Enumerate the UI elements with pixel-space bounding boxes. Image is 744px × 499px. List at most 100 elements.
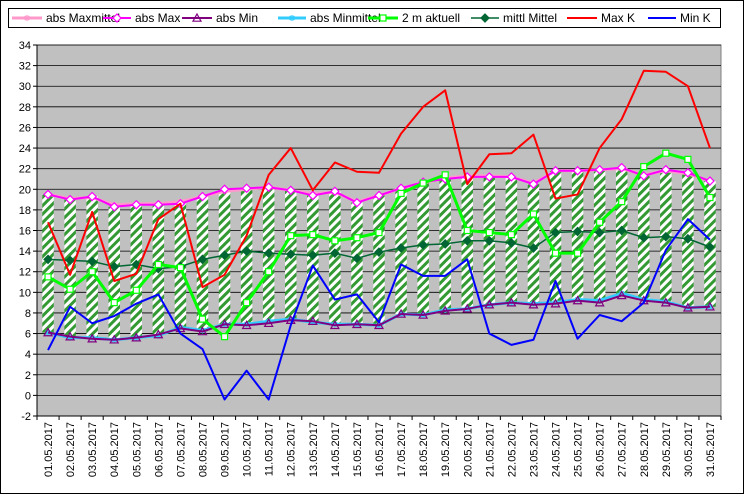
data-point-abs-max bbox=[65, 194, 75, 205]
data-point-abs-max bbox=[131, 199, 142, 210]
data-point-2-m-aktuell bbox=[353, 234, 361, 242]
x-tick-label: 21.05.2017 bbox=[484, 422, 496, 477]
data-point-mittl-mittel bbox=[197, 254, 208, 265]
data-point-mittl-mittel bbox=[307, 250, 318, 261]
legend-label-mittl-mittel: mittl Mittel bbox=[503, 11, 557, 25]
data-point-abs-minmittel bbox=[530, 300, 537, 307]
data-point-mittl-mittel bbox=[660, 231, 671, 242]
data-point-2-m-aktuell bbox=[618, 198, 626, 206]
y-tick-label: 28 bbox=[19, 102, 31, 114]
data-point-2-m-aktuell bbox=[397, 189, 405, 197]
data-point-abs-min bbox=[594, 297, 605, 307]
data-point-abs-max bbox=[330, 186, 340, 197]
x-tick-label: 29.05.2017 bbox=[661, 422, 673, 477]
x-tick-label: 05.05.2017 bbox=[131, 422, 143, 477]
data-point-2-m-aktuell bbox=[684, 155, 692, 163]
data-point-abs-max bbox=[660, 164, 671, 175]
x-tick-label: 31.05.2017 bbox=[705, 422, 717, 477]
data-point-mittl-mittel bbox=[87, 256, 98, 267]
data-point-mittl-mittel bbox=[330, 248, 340, 259]
data-point-abs-min bbox=[109, 334, 120, 344]
data-point-2-m-aktuell bbox=[110, 299, 118, 307]
data-point-mittl-mittel bbox=[572, 226, 583, 237]
data-point-abs-min bbox=[616, 290, 627, 300]
x-tick-label: 25.05.2017 bbox=[573, 422, 585, 477]
data-point-2-m-aktuell bbox=[44, 273, 52, 281]
y-tick-label: 30 bbox=[19, 81, 31, 93]
legend-marker-abs-maxmittel bbox=[24, 15, 30, 21]
data-point-mittl-mittel bbox=[109, 261, 120, 272]
data-point-mittl-mittel bbox=[241, 246, 252, 256]
legend-label-abs-min: abs Min bbox=[216, 11, 258, 25]
data-point-mittl-mittel bbox=[65, 255, 75, 266]
data-point-mittl-mittel bbox=[43, 254, 53, 265]
data-point-2-m-aktuell bbox=[441, 171, 449, 179]
range-bar bbox=[86, 196, 98, 339]
data-point-mittl-mittel bbox=[594, 227, 605, 238]
x-tick-label: 15.05.2017 bbox=[352, 422, 364, 477]
data-point-mittl-mittel bbox=[440, 239, 451, 249]
data-point-mittl-mittel bbox=[484, 235, 495, 246]
legend-marker-2-m-aktuell bbox=[379, 14, 387, 22]
data-point-mittl-mittel bbox=[705, 242, 715, 252]
x-tick-label: 27.05.2017 bbox=[617, 422, 629, 477]
x-tick-label: 16.05.2017 bbox=[374, 422, 386, 477]
data-point-abs-min bbox=[219, 319, 230, 329]
data-point-abs-max bbox=[263, 182, 274, 193]
data-point-2-m-aktuell bbox=[220, 333, 229, 341]
x-tick-label: 09.05.2017 bbox=[220, 422, 232, 477]
range-bar bbox=[64, 199, 76, 337]
data-point-2-m-aktuell bbox=[375, 228, 383, 237]
data-point-2-m-aktuell bbox=[485, 228, 493, 237]
data-point-abs-max bbox=[638, 171, 649, 181]
legend-label-abs-minmittel: abs Minmittel bbox=[310, 11, 381, 25]
data-point-abs-max bbox=[153, 199, 164, 210]
x-tick-label: 26.05.2017 bbox=[595, 422, 607, 477]
x-tick-label: 20.05.2017 bbox=[462, 422, 474, 477]
data-point-abs-minmittel bbox=[67, 334, 74, 341]
data-point-abs-min bbox=[506, 297, 517, 307]
data-point-abs-max bbox=[528, 179, 539, 189]
data-point-mittl-mittel bbox=[396, 243, 406, 253]
x-tick-label: 01.05.2017 bbox=[43, 422, 55, 477]
data-point-2-m-aktuell bbox=[507, 231, 515, 239]
data-point-abs-minmittel bbox=[618, 290, 625, 297]
data-point-2-m-aktuell bbox=[198, 315, 207, 323]
data-point-2-m-aktuell bbox=[176, 264, 185, 272]
data-point-mittl-mittel bbox=[528, 243, 539, 253]
data-point-abs-max bbox=[219, 184, 230, 195]
x-tick-label: 19.05.2017 bbox=[440, 422, 452, 477]
x-tick-label: 04.05.2017 bbox=[109, 422, 121, 477]
x-tick-label: 22.05.2017 bbox=[506, 422, 518, 477]
x-tick-label: 13.05.2017 bbox=[308, 422, 320, 477]
data-point-mittl-mittel bbox=[462, 235, 473, 246]
series-line-max-k bbox=[47, 69, 711, 289]
data-point-2-m-aktuell bbox=[551, 249, 560, 257]
y-tick-label: 6 bbox=[25, 329, 31, 341]
y-tick-label: -2 bbox=[21, 411, 31, 423]
data-point-abs-min bbox=[241, 320, 252, 330]
series-line-min-k bbox=[47, 218, 711, 401]
data-point-abs-min bbox=[572, 295, 583, 305]
data-point-abs-min bbox=[660, 297, 671, 307]
data-point-abs-min bbox=[263, 318, 274, 328]
y-tick-label: 34 bbox=[19, 40, 31, 52]
range-bar bbox=[108, 206, 120, 340]
y-tick-label: 0 bbox=[25, 390, 31, 402]
data-point-abs-max bbox=[506, 172, 517, 182]
data-point-abs-min bbox=[682, 302, 693, 312]
data-point-mittl-mittel bbox=[616, 225, 627, 236]
data-point-abs-max bbox=[87, 191, 98, 202]
data-point-abs-max bbox=[572, 165, 583, 176]
legend-marker-abs-max bbox=[112, 13, 122, 23]
data-point-abs-min bbox=[528, 299, 539, 309]
x-tick-label: 24.05.2017 bbox=[551, 422, 563, 477]
data-point-abs-minmittel bbox=[331, 321, 338, 328]
x-tick-label: 08.05.2017 bbox=[197, 422, 209, 477]
data-point-abs-minmittel bbox=[265, 318, 272, 325]
data-point-abs-minmittel bbox=[574, 296, 581, 303]
data-point-2-m-aktuell bbox=[88, 268, 96, 276]
data-point-2-m-aktuell bbox=[463, 226, 471, 235]
y-tick-label: 22 bbox=[19, 164, 31, 176]
